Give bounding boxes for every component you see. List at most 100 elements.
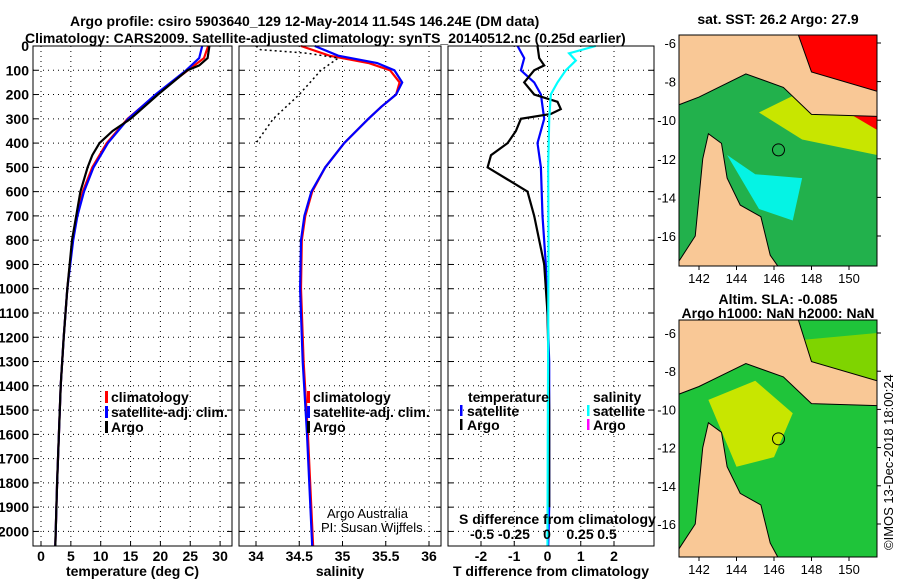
legend-label: Argo bbox=[313, 419, 346, 435]
lat-tick-label: -14 bbox=[657, 190, 676, 205]
x-tick-label: 0 bbox=[37, 548, 45, 564]
land-new-guinea bbox=[678, 34, 878, 117]
x-tick-label: 34.5 bbox=[286, 548, 313, 564]
x-tick-label: 35.5 bbox=[372, 548, 399, 564]
map2-title-line-1: Altim. SLA: -0.085 bbox=[718, 291, 837, 307]
lon-tick-label: 146 bbox=[763, 562, 785, 577]
map-frame bbox=[678, 319, 878, 558]
y-tick-label: 500 bbox=[6, 159, 30, 175]
annotation-line: PI: Susan Wijffels bbox=[321, 520, 423, 535]
argo-float-marker bbox=[772, 143, 785, 157]
y-tick-label: 1500 bbox=[0, 402, 29, 418]
sst-map: 142 144 146 148 150 -6 -8 -10 -12 -14 -16 bbox=[657, 34, 881, 286]
legend-swatch bbox=[460, 419, 463, 430]
s-tick-label: -0.25 bbox=[498, 526, 530, 542]
plot-frame bbox=[32, 45, 233, 547]
lat-tick-label: -8 bbox=[664, 364, 676, 379]
legend-label: satellite bbox=[593, 403, 645, 419]
legend-swatch bbox=[307, 391, 310, 403]
x-tick-label: 1 bbox=[577, 548, 585, 564]
y-tick-label: 1400 bbox=[0, 378, 29, 394]
title-line-2: Climatology: CARS2009. Satellite-adjuste… bbox=[25, 30, 626, 46]
map1-title: sat. SST: 26.2 Argo: 27.9 bbox=[697, 11, 859, 27]
lat-tick-label: -12 bbox=[657, 152, 676, 167]
legend-swatch bbox=[105, 391, 108, 403]
y-tick-label: 0 bbox=[21, 38, 29, 54]
legend-title-temperature: temperature bbox=[468, 389, 549, 405]
lon-tick-label: 144 bbox=[726, 562, 748, 577]
y-tick-label: 1900 bbox=[0, 499, 29, 515]
y-tick-label: 100 bbox=[6, 62, 30, 78]
plot-frame bbox=[238, 45, 442, 547]
x-tick-label: 20 bbox=[153, 548, 169, 564]
x-tick-label: 15 bbox=[123, 548, 139, 564]
legend-label: climatology bbox=[313, 389, 391, 405]
x-tick-label: 0 bbox=[544, 548, 552, 564]
x-tick-label: 10 bbox=[93, 548, 109, 564]
y-tick-label: 200 bbox=[6, 87, 30, 103]
x-tick-label: -1 bbox=[508, 548, 521, 564]
lat-tick-label: -14 bbox=[657, 479, 676, 494]
lon-tick-label: 150 bbox=[838, 562, 860, 577]
x-tick-label: 30 bbox=[212, 548, 228, 564]
y-tick-label: 1800 bbox=[0, 475, 29, 491]
series-climatology bbox=[54, 45, 210, 547]
x-tick-label: 34 bbox=[248, 548, 264, 564]
high-sla-region bbox=[708, 380, 793, 467]
legend-swatch bbox=[105, 421, 108, 433]
legend-label: climatology bbox=[111, 389, 189, 405]
y-tick-label: 600 bbox=[6, 184, 30, 200]
argo-float-marker bbox=[772, 432, 785, 446]
annotation-line: Argo Australia bbox=[327, 506, 409, 521]
legend-swatch bbox=[307, 421, 310, 433]
lat-tick-label: -16 bbox=[657, 517, 676, 532]
x-tick-label: 5 bbox=[67, 548, 75, 564]
lon-tick-label: 146 bbox=[763, 271, 785, 286]
legend-swatch bbox=[105, 406, 108, 418]
s-tick-label: 0.25 bbox=[566, 526, 593, 542]
title-line-1: Argo profile: csiro 5903640_129 12-May-2… bbox=[70, 13, 539, 29]
y-tick-label: 300 bbox=[6, 111, 30, 127]
legend-label: Argo bbox=[467, 417, 500, 433]
legend-title-salinity: salinity bbox=[593, 389, 641, 405]
lat-tick-label: -10 bbox=[657, 402, 676, 417]
legend-swatch bbox=[460, 405, 463, 416]
s-tick-label: -0.5 bbox=[470, 526, 494, 542]
legend-label: satellite bbox=[467, 403, 519, 419]
x-tick-label: 35 bbox=[335, 548, 351, 564]
lon-tick-label: 144 bbox=[726, 271, 748, 286]
x-tick-label: 2 bbox=[610, 548, 618, 564]
x-axis-label: temperature (deg C) bbox=[66, 563, 199, 579]
legend-label: Argo bbox=[593, 417, 626, 433]
lat-tick-label: -12 bbox=[657, 441, 676, 456]
lon-tick-label: 148 bbox=[801, 562, 823, 577]
series-argo-t-s-dotted- bbox=[255, 45, 341, 144]
series-climatology bbox=[299, 44, 401, 547]
legend-label: satellite-adj. clim. bbox=[313, 404, 430, 420]
profile-panel-2: 34 34.5 35 35.5 36 salinity climatologysatelli… bbox=[238, 44, 442, 579]
y-tick-label: 800 bbox=[6, 232, 30, 248]
lat-tick-label: -6 bbox=[664, 326, 676, 341]
legend-swatch bbox=[587, 405, 590, 416]
y-tick-label: 2000 bbox=[0, 523, 29, 539]
series-argo bbox=[54, 45, 211, 547]
cool-region bbox=[727, 154, 803, 221]
y-tick-label: 900 bbox=[6, 256, 30, 272]
y-tick-label: 400 bbox=[6, 135, 30, 151]
y-tick-label: 1000 bbox=[0, 281, 29, 297]
profile-panel-1: 0100200300400500600700800900100011001200… bbox=[0, 38, 233, 579]
land-new-guinea bbox=[678, 319, 878, 407]
plot-frame bbox=[447, 45, 655, 547]
lat-tick-label: -10 bbox=[657, 113, 676, 128]
s-tick-label: 0.5 bbox=[597, 526, 617, 542]
legend-label: Argo bbox=[111, 419, 144, 435]
legend-swatch bbox=[587, 419, 590, 430]
lon-tick-label: 142 bbox=[688, 271, 710, 286]
profile-panel-3: -2 -1 0 1 2T difference from climatology temp… bbox=[447, 44, 656, 579]
lon-tick-label: 148 bbox=[801, 271, 823, 286]
s-axis-label: S difference from climatology bbox=[459, 511, 656, 527]
map2-title-line-2: Argo h1000: NaN h2000: NaN bbox=[682, 305, 875, 321]
legend-label: satellite-adj. clim. bbox=[111, 404, 228, 420]
lat-tick-label: -8 bbox=[664, 75, 676, 90]
